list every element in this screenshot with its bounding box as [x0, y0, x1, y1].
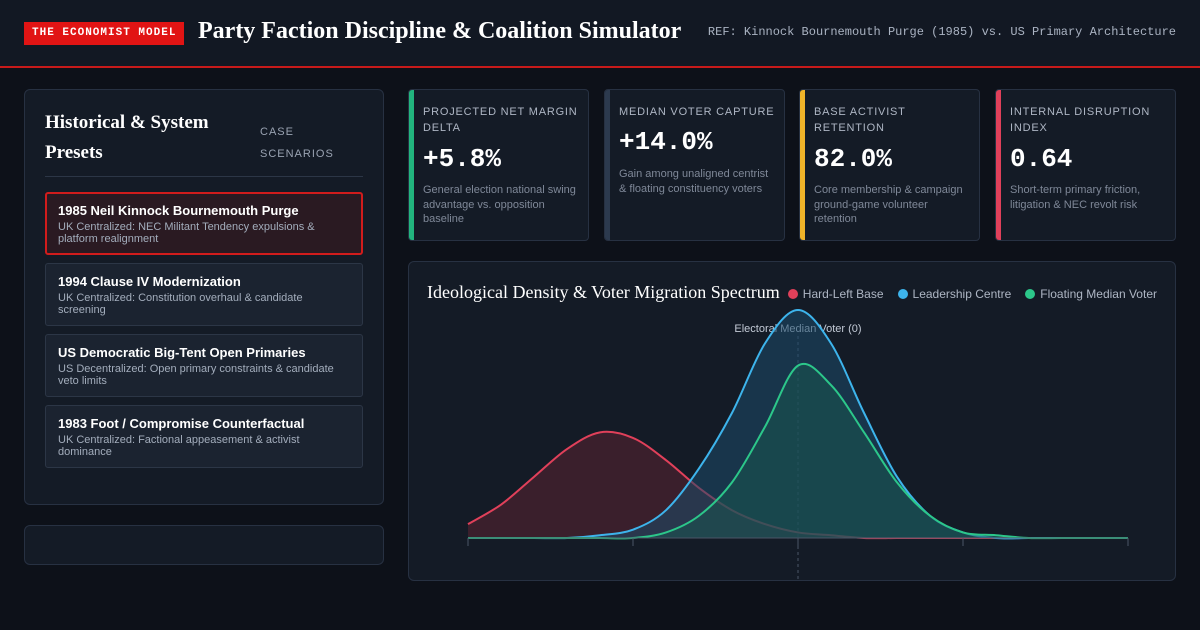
legend-dot	[1025, 289, 1036, 299]
chart-legend: Hard-Left Base Leadership Centre Floatin…	[787, 287, 1157, 301]
chart-title: Ideological Density & Voter Migration Sp…	[427, 282, 780, 302]
legend-label: Hard-Left Base	[802, 287, 884, 301]
presets-tag: CASE SCENARIOS	[260, 126, 334, 160]
area-floating-median-voter	[468, 363, 1128, 539]
preset-description: UK Centralized: Factional appeasement & …	[58, 434, 300, 458]
spectrum-chart: Electoral Median Voter (0)	[467, 308, 1129, 580]
kpi-median-voter-capture: MEDIAN VOTER CAPTURE +14.0% Gain among u…	[604, 89, 785, 241]
preset-title: US Democratic Big-Tent Open Primaries	[58, 345, 306, 360]
preset-kinnock-1985[interactable]: 1985 Neil Kinnock Bournemouth Purge UK C…	[45, 192, 363, 255]
kpi-description: Core membership & campaign ground-game v…	[814, 184, 963, 225]
preset-title: 1994 Clause IV Modernization	[58, 274, 241, 289]
kpi-accent	[996, 90, 1001, 240]
kpi-description: Short-term primary friction, litigation …	[1010, 184, 1141, 211]
kpi-description: General election national swing advantag…	[423, 184, 576, 225]
kpi-value: +5.8%	[423, 144, 502, 174]
kpi-value: 82.0%	[814, 144, 893, 174]
preset-title: 1983 Foot / Compromise Counterfactual	[58, 416, 305, 431]
divider	[45, 176, 363, 177]
kpi-net-margin-delta: PROJECTED NET MARGIN DELTA +5.8% General…	[408, 89, 589, 241]
secondary-panel	[24, 525, 384, 565]
preset-title: 1985 Neil Kinnock Bournemouth Purge	[58, 203, 299, 218]
kpi-internal-disruption-index: INTERNAL DISRUPTION INDEX 0.64 Short-ter…	[995, 89, 1176, 241]
legend-dot	[897, 289, 908, 299]
reference-text: REF: Kinnock Bournemouth Purge (1985) vs…	[707, 25, 1176, 39]
preset-description: UK Centralized: NEC Militant Tendency ex…	[58, 221, 315, 245]
legend-label: Leadership Centre	[912, 287, 1012, 301]
kpi-accent	[409, 90, 414, 240]
kpi-accent	[800, 90, 805, 240]
legend-item-hard-left[interactable]: Hard-Left Base	[787, 287, 884, 301]
legend-item-leadership-centre[interactable]: Leadership Centre	[897, 287, 1012, 301]
app-title: Party Faction Discipline & Coalition Sim…	[198, 18, 682, 44]
kpi-base-activist-retention: BASE ACTIVIST RETENTION 82.0% Core membe…	[799, 89, 980, 241]
presets-panel: Historical & System Presets CASE SCENARI…	[24, 89, 384, 505]
kpi-label: INTERNAL DISRUPTION INDEX	[1010, 106, 1151, 134]
presets-title: Historical & System Presets	[45, 112, 209, 163]
preset-clause-iv-1994[interactable]: 1994 Clause IV Modernization UK Centrali…	[45, 263, 363, 326]
preset-us-open-primaries[interactable]: US Democratic Big-Tent Open Primaries US…	[45, 334, 363, 397]
legend-label: Floating Median Voter	[1040, 287, 1157, 301]
kpi-label: PROJECTED NET MARGIN DELTA	[423, 106, 578, 134]
kpi-value: 0.64	[1010, 144, 1073, 174]
legend-item-floating-median[interactable]: Floating Median Voter	[1025, 287, 1157, 301]
kpi-label: BASE ACTIVIST RETENTION	[814, 106, 906, 134]
kpi-label: MEDIAN VOTER CAPTURE	[619, 106, 775, 118]
kpi-accent	[605, 90, 610, 240]
brand-badge: THE ECONOMIST MODEL	[24, 22, 185, 45]
kpi-value: +14.0%	[619, 127, 713, 157]
legend-dot	[787, 289, 798, 299]
kpi-description: Gain among unaligned centrist & floating…	[619, 168, 769, 195]
preset-foot-1983[interactable]: 1983 Foot / Compromise Counterfactual UK…	[45, 405, 363, 468]
spectrum-chart-panel: Ideological Density & Voter Migration Sp…	[408, 261, 1176, 581]
area-hard-left-base	[468, 431, 1128, 539]
preset-description: US Decentralized: Open primary constrain…	[58, 363, 334, 387]
top-bar: THE ECONOMIST MODEL Party Faction Discip…	[0, 0, 1200, 68]
preset-description: UK Centralized: Constitution overhaul & …	[58, 292, 303, 316]
